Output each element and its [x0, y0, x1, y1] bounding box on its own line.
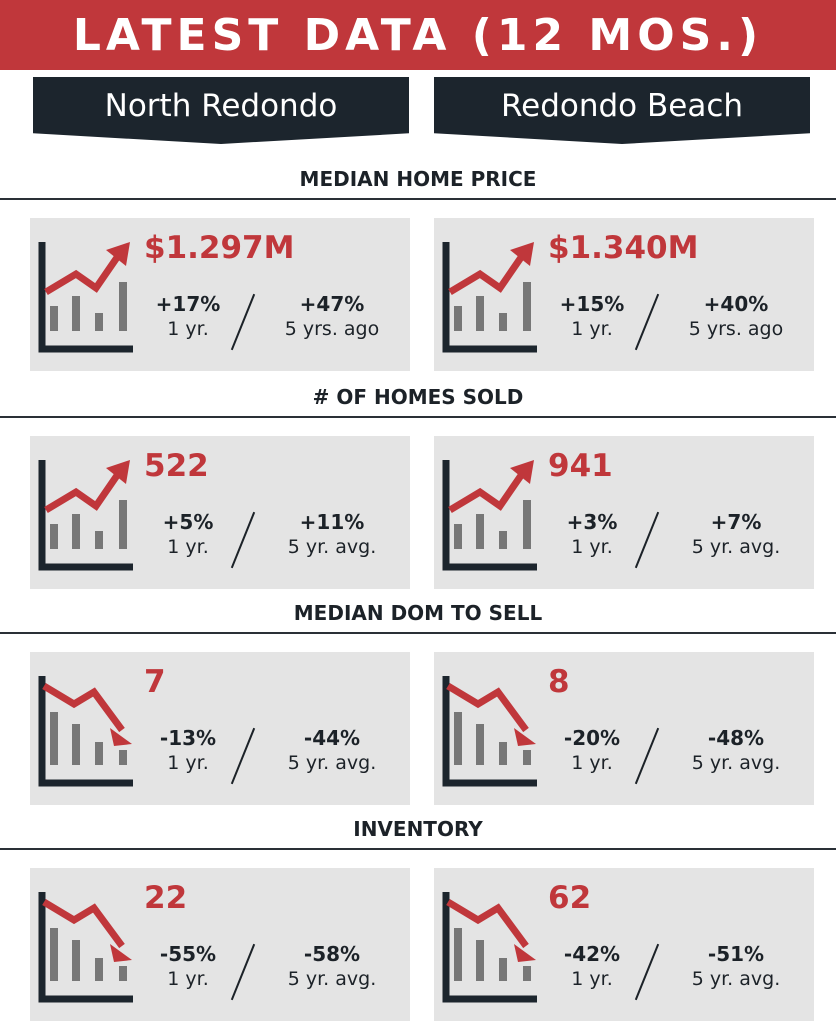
- stat-one-year: +5% 1 yr.: [148, 510, 228, 558]
- change-percent: +7%: [710, 510, 762, 534]
- section-title: MEDIAN DOM TO SELL: [293, 601, 543, 625]
- stat-card: 22 -55% 1 yr. -58% 5 yr. avg.: [30, 868, 410, 1021]
- stat-one-year: +17% 1 yr.: [148, 292, 228, 340]
- stat-one-year: -20% 1 yr.: [552, 726, 632, 774]
- section-divider: [0, 198, 836, 200]
- slash-divider: [634, 511, 660, 569]
- change-percent: +5%: [162, 510, 214, 534]
- slash-divider: [230, 293, 256, 351]
- change-label: 5 yr. avg.: [287, 968, 377, 990]
- stat-five-year: -58% 5 yr. avg.: [262, 942, 402, 990]
- headline-value: $1.297M: [144, 230, 295, 266]
- change-percent: -13%: [159, 726, 217, 750]
- stat-card: 62 -42% 1 yr. -51% 5 yr. avg.: [434, 868, 814, 1021]
- section-title: # OF HOMES SOLD: [312, 385, 524, 409]
- slash-divider: [230, 727, 256, 785]
- change-label: 5 yr. avg.: [691, 968, 781, 990]
- change-percent: +11%: [299, 510, 365, 534]
- headline-value: 941: [548, 448, 613, 484]
- stat-card: 7 -13% 1 yr. -44% 5 yr. avg.: [30, 652, 410, 805]
- page-title: LATEST DATA (12 MOS.): [72, 9, 764, 61]
- stat-one-year: -42% 1 yr.: [552, 942, 632, 990]
- change-label: 5 yrs. ago: [284, 318, 380, 340]
- stat-five-year: -48% 5 yr. avg.: [666, 726, 806, 774]
- trending-up-chart-icon: [38, 242, 133, 353]
- trending-down-chart-icon: [442, 676, 537, 787]
- region-label: Redondo Beach: [500, 87, 744, 124]
- stat-one-year: +3% 1 yr.: [552, 510, 632, 558]
- trending-down-chart-icon: [442, 892, 537, 1003]
- change-percent: +15%: [559, 292, 625, 316]
- change-label: 5 yr. avg.: [691, 536, 781, 558]
- change-label: 1 yr.: [167, 968, 209, 990]
- region-label: North Redondo: [104, 87, 338, 124]
- change-label: 1 yr.: [571, 968, 613, 990]
- trending-up-chart-icon: [38, 460, 133, 571]
- header-banner: LATEST DATA (12 MOS.): [0, 0, 836, 70]
- trending-up-chart-icon: [442, 242, 537, 353]
- headline-value: $1.340M: [548, 230, 699, 266]
- change-percent: +40%: [703, 292, 769, 316]
- stat-card: 522 +5% 1 yr. +11% 5 yr. avg.: [30, 436, 410, 589]
- region-tab-redondo-beach: Redondo Beach: [434, 77, 810, 144]
- change-percent: +47%: [299, 292, 365, 316]
- change-percent: -58%: [303, 942, 361, 966]
- change-label: 1 yr.: [571, 318, 613, 340]
- stat-five-year: -51% 5 yr. avg.: [666, 942, 806, 990]
- change-percent: -20%: [563, 726, 621, 750]
- trending-down-chart-icon: [38, 676, 133, 787]
- headline-value: 522: [144, 448, 209, 484]
- change-label: 1 yr.: [571, 752, 613, 774]
- stat-five-year: +7% 5 yr. avg.: [666, 510, 806, 558]
- stat-five-year: +40% 5 yrs. ago: [666, 292, 806, 340]
- section-divider: [0, 848, 836, 850]
- change-label: 1 yr.: [571, 536, 613, 558]
- stat-card: 8 -20% 1 yr. -48% 5 yr. avg.: [434, 652, 814, 805]
- stat-one-year: +15% 1 yr.: [552, 292, 632, 340]
- section-title: MEDIAN HOME PRICE: [299, 167, 537, 191]
- stat-five-year: -44% 5 yr. avg.: [262, 726, 402, 774]
- change-percent: -51%: [707, 942, 765, 966]
- change-percent: +3%: [566, 510, 618, 534]
- change-label: 1 yr.: [167, 752, 209, 774]
- stat-card: $1.297M +17% 1 yr. +47% 5 yrs. ago: [30, 218, 410, 371]
- headline-value: 22: [144, 880, 188, 916]
- slash-divider: [634, 943, 660, 1001]
- change-label: 5 yr. avg.: [287, 536, 377, 558]
- change-percent: -48%: [707, 726, 765, 750]
- section-divider: [0, 416, 836, 418]
- stat-one-year: -55% 1 yr.: [148, 942, 228, 990]
- change-percent: -55%: [159, 942, 217, 966]
- stat-card: 941 +3% 1 yr. +7% 5 yr. avg.: [434, 436, 814, 589]
- stat-one-year: -13% 1 yr.: [148, 726, 228, 774]
- stat-five-year: +11% 5 yr. avg.: [262, 510, 402, 558]
- region-tab-north-redondo: North Redondo: [33, 77, 409, 144]
- trending-down-chart-icon: [38, 892, 133, 1003]
- change-percent: -42%: [563, 942, 621, 966]
- change-percent: -44%: [303, 726, 361, 750]
- slash-divider: [634, 727, 660, 785]
- change-label: 5 yr. avg.: [287, 752, 377, 774]
- change-label: 1 yr.: [167, 536, 209, 558]
- slash-divider: [230, 943, 256, 1001]
- change-percent: +17%: [155, 292, 221, 316]
- headline-value: 7: [144, 664, 166, 700]
- headline-value: 8: [548, 664, 570, 700]
- slash-divider: [634, 293, 660, 351]
- headline-value: 62: [548, 880, 592, 916]
- change-label: 5 yrs. ago: [688, 318, 784, 340]
- section-divider: [0, 632, 836, 634]
- trending-up-chart-icon: [442, 460, 537, 571]
- section-title: INVENTORY: [353, 817, 483, 841]
- stat-five-year: +47% 5 yrs. ago: [262, 292, 402, 340]
- change-label: 5 yr. avg.: [691, 752, 781, 774]
- slash-divider: [230, 511, 256, 569]
- change-label: 1 yr.: [167, 318, 209, 340]
- stat-card: $1.340M +15% 1 yr. +40% 5 yrs. ago: [434, 218, 814, 371]
